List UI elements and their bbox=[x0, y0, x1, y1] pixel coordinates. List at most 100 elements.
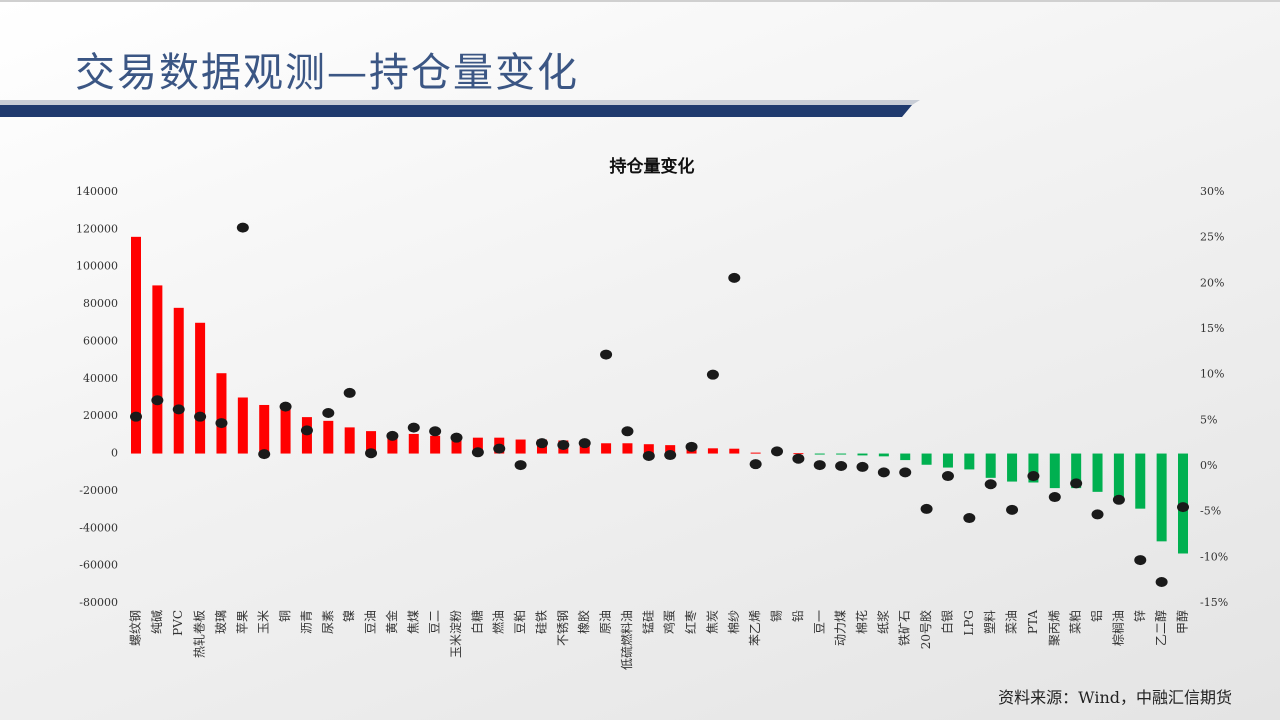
point bbox=[877, 467, 890, 478]
point bbox=[322, 408, 335, 419]
y-tick-label: -60000 bbox=[79, 559, 118, 572]
x-tick-label: 豆粕 bbox=[512, 610, 527, 634]
point bbox=[813, 460, 826, 471]
x-tick-label: 硅铁 bbox=[534, 610, 548, 634]
point bbox=[386, 430, 399, 441]
x-tick-label: 锌 bbox=[1133, 610, 1147, 622]
x-tick-label: 不锈钢 bbox=[556, 610, 570, 646]
bar bbox=[451, 437, 462, 454]
point bbox=[215, 418, 228, 429]
point bbox=[1177, 502, 1189, 513]
x-tick-label: 焦炭 bbox=[705, 610, 719, 634]
bar bbox=[793, 453, 804, 455]
y-tick-label: 120000 bbox=[76, 222, 118, 235]
source-note: 资料来源：Wind，中融汇信期货 bbox=[998, 688, 1232, 707]
bar bbox=[408, 433, 419, 454]
bar bbox=[622, 443, 633, 454]
point bbox=[1048, 492, 1061, 503]
point bbox=[450, 432, 463, 443]
x-tick-label: 纯碱 bbox=[150, 610, 164, 634]
point bbox=[130, 411, 142, 422]
point bbox=[172, 404, 185, 415]
point bbox=[578, 438, 591, 449]
point bbox=[1155, 576, 1168, 587]
point bbox=[685, 441, 698, 452]
x-tick-label: 燃油 bbox=[491, 610, 506, 634]
bar bbox=[729, 448, 740, 454]
bar bbox=[472, 437, 483, 454]
x-tick-label: 橡胶 bbox=[576, 610, 591, 634]
x-tick-label: 原油 bbox=[599, 610, 613, 634]
point bbox=[1027, 471, 1040, 482]
point bbox=[664, 450, 677, 461]
bar bbox=[900, 453, 911, 461]
x-tick-label: 玻璃 bbox=[214, 610, 228, 634]
bar bbox=[195, 322, 206, 454]
x-tick-label: PVC bbox=[171, 610, 185, 636]
bar bbox=[216, 373, 227, 454]
header-bar bbox=[0, 105, 912, 117]
point bbox=[493, 443, 506, 454]
x-tick-label: 红枣 bbox=[683, 610, 698, 634]
x-tick-label: 塑料 bbox=[982, 610, 997, 634]
x-tick-label: 玉米淀粉 bbox=[449, 610, 463, 658]
y-tick-label: -80000 bbox=[79, 596, 118, 609]
x-tick-label: 锡 bbox=[769, 610, 784, 622]
header-bar-shadow bbox=[0, 100, 920, 105]
x-tick-label: 低硫燃料油 bbox=[619, 610, 634, 670]
point bbox=[514, 460, 527, 471]
bar bbox=[665, 445, 676, 454]
bar bbox=[237, 397, 248, 454]
point bbox=[1134, 555, 1147, 566]
bar bbox=[1156, 453, 1167, 542]
point bbox=[429, 426, 442, 437]
point bbox=[1006, 504, 1019, 515]
point bbox=[258, 449, 271, 460]
x-tick-label: 甲醇 bbox=[1175, 610, 1190, 634]
bar bbox=[942, 453, 953, 468]
y-tick-label: 0 bbox=[111, 447, 118, 460]
x-tick-label: 豆二 bbox=[428, 610, 442, 634]
y-tick-label: 60000 bbox=[83, 334, 118, 347]
y-tick-label: 100000 bbox=[76, 260, 118, 273]
point bbox=[920, 503, 933, 514]
x-tick-label: 铝 bbox=[1089, 610, 1104, 622]
x-tick-label: 玉米 bbox=[257, 610, 271, 634]
x-tick-label: 20号胶 bbox=[918, 610, 933, 649]
x-tick-label: 铁矿石 bbox=[898, 610, 912, 646]
bar bbox=[1028, 453, 1039, 483]
x-tick-label: 纸浆 bbox=[875, 610, 890, 634]
bar bbox=[750, 452, 761, 454]
point bbox=[535, 438, 548, 449]
y-tick-label: 140000 bbox=[76, 185, 118, 198]
point bbox=[835, 461, 848, 471]
bar bbox=[1135, 453, 1146, 509]
x-tick-label: 螺纹钢 bbox=[129, 610, 143, 646]
x-tick-label: 棕榈油 bbox=[1110, 610, 1125, 646]
x-tick-label: 锰硅 bbox=[640, 610, 655, 634]
x-tick-label: LPG bbox=[962, 610, 976, 636]
bar bbox=[1113, 453, 1124, 499]
x-tick-label: 乙二醇 bbox=[1153, 610, 1168, 646]
bar bbox=[857, 453, 868, 456]
y-tick-label: 20000 bbox=[83, 409, 118, 422]
point bbox=[941, 471, 954, 482]
y-tick-label: -40000 bbox=[79, 521, 118, 534]
point bbox=[471, 447, 484, 458]
bar bbox=[964, 453, 975, 470]
point bbox=[300, 425, 313, 436]
point bbox=[1091, 509, 1104, 520]
point bbox=[792, 453, 805, 464]
y2-tick-label: 30% bbox=[1200, 185, 1224, 198]
point bbox=[771, 446, 784, 457]
bar bbox=[643, 444, 654, 454]
y2-tick-label: -15% bbox=[1200, 596, 1228, 609]
point bbox=[343, 387, 356, 398]
x-tick-label: 聚丙烯 bbox=[1047, 610, 1061, 646]
x-tick-label: 镍 bbox=[342, 610, 356, 622]
point bbox=[963, 513, 976, 524]
x-tick-label: 沥青 bbox=[299, 610, 313, 634]
x-tick-label: 豆一 bbox=[812, 610, 826, 634]
y2-tick-label: 5% bbox=[1200, 413, 1217, 426]
bar bbox=[259, 404, 270, 454]
